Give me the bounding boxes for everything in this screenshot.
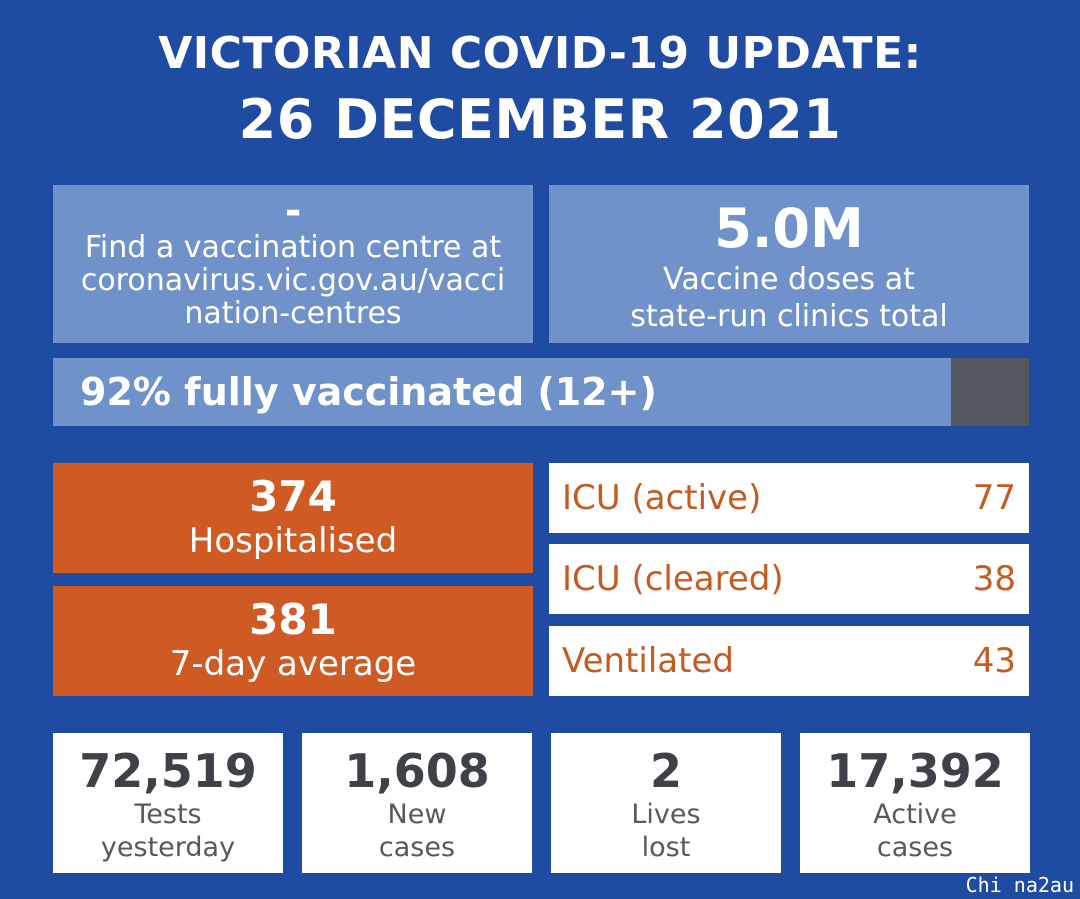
lives-lost-value: 2 bbox=[649, 744, 682, 798]
icu-cleared-label: ICU (cleared) bbox=[562, 559, 784, 599]
lives-lost-label-line1: Lives bbox=[631, 799, 701, 830]
hospitalised-label: Hospitalised bbox=[188, 521, 398, 561]
fully-vaccinated-label: 92% fully vaccinated (12+) bbox=[80, 370, 657, 414]
lives-lost-panel: 2 Lives lost bbox=[551, 733, 781, 873]
vaccine-doses-label-line1: Vaccine doses at bbox=[663, 262, 915, 297]
vaccination-centre-info-line3: nation-centres bbox=[184, 296, 402, 331]
new-cases-panel: 1,608 New cases bbox=[302, 733, 532, 873]
new-cases-value: 1,608 bbox=[344, 744, 490, 798]
seven-day-average-panel: 381 7-day average bbox=[53, 586, 533, 696]
vaccination-centre-value: - bbox=[284, 188, 302, 234]
hospitalised-panel: 374 Hospitalised bbox=[53, 463, 533, 573]
active-cases-value: 17,392 bbox=[826, 744, 1004, 798]
ventilated-label: Ventilated bbox=[562, 641, 734, 681]
vaccination-centre-info-line1: Find a vaccination centre at bbox=[84, 230, 502, 265]
icu-active-row: ICU (active) 77 bbox=[549, 463, 1029, 533]
lives-lost-label-line2: lost bbox=[641, 832, 691, 863]
vaccination-centre-panel: - Find a vaccination centre at coronavir… bbox=[53, 185, 533, 343]
active-cases-label-line1: Active bbox=[873, 799, 957, 830]
tests-label-line1: Tests bbox=[134, 799, 202, 830]
active-cases-label-line2: cases bbox=[876, 832, 954, 863]
new-cases-label-line2: cases bbox=[378, 832, 456, 863]
vaccine-doses-panel: 5.0M Vaccine doses at state-run clinics … bbox=[549, 185, 1029, 343]
ventilated-value: 43 bbox=[972, 641, 1016, 681]
new-cases-label-line1: New bbox=[387, 799, 447, 830]
vaccine-doses-label-line2: state-run clinics total bbox=[630, 299, 948, 334]
icu-active-value: 77 bbox=[972, 478, 1016, 518]
vaccination-centre-info-line2: coronavirus.vic.gov.au/vacci bbox=[80, 263, 506, 298]
icu-cleared-row: ICU (cleared) 38 bbox=[549, 544, 1029, 614]
fully-vaccinated-progress-fill bbox=[53, 358, 951, 426]
tests-value: 72,519 bbox=[79, 744, 257, 798]
ventilated-row: Ventilated 43 bbox=[549, 626, 1029, 696]
tests-label-line2: yesterday bbox=[100, 832, 236, 863]
seven-day-average-label: 7-day average bbox=[169, 644, 417, 684]
page-title: VICTORIAN COVID-19 UPDATE: bbox=[158, 28, 922, 79]
icu-active-label: ICU (active) bbox=[562, 478, 762, 518]
vaccine-doses-value: 5.0M bbox=[714, 197, 864, 260]
fully-vaccinated-progress-bar: 92% fully vaccinated (12+) bbox=[53, 358, 1029, 426]
update-date: 26 DECEMBER 2021 bbox=[238, 88, 842, 151]
active-cases-panel: 17,392 Active cases bbox=[800, 733, 1030, 873]
seven-day-average-value: 381 bbox=[249, 595, 337, 644]
tests-panel: 72,519 Tests yesterday bbox=[53, 733, 283, 873]
watermark: Chi na2au bbox=[965, 873, 1074, 897]
hospitalised-value: 374 bbox=[249, 472, 337, 521]
icu-cleared-value: 38 bbox=[972, 559, 1016, 599]
